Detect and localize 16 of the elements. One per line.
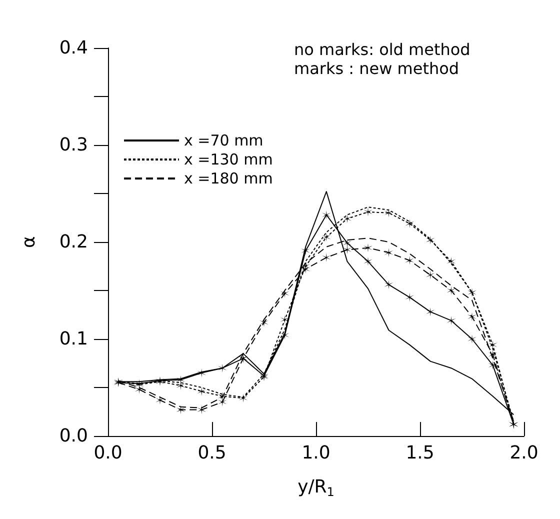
annotation: marks : new method	[294, 59, 460, 78]
legend-label: x =70 mm	[184, 132, 264, 150]
legend-label: x =130 mm	[184, 150, 273, 168]
x-tick-label: 0.0	[94, 442, 122, 464]
y-tick-label: 0.0	[59, 426, 88, 446]
x-tick-label: 1.5	[406, 442, 434, 464]
x-tick-label: 0.5	[198, 442, 226, 464]
y-tick-label: 0.2	[59, 232, 88, 252]
x-tick-label: 2.0	[510, 442, 538, 464]
y-tick-label: 0.3	[59, 134, 88, 156]
y-tick-label: 0.1	[59, 328, 88, 350]
y-axis-title: α	[18, 236, 40, 248]
legend-label: x =180 mm	[184, 170, 273, 188]
annotation: no marks: old method	[294, 40, 470, 59]
x-tick-label: 1.0	[302, 442, 330, 464]
y-tick-label: 0.4	[59, 38, 88, 58]
